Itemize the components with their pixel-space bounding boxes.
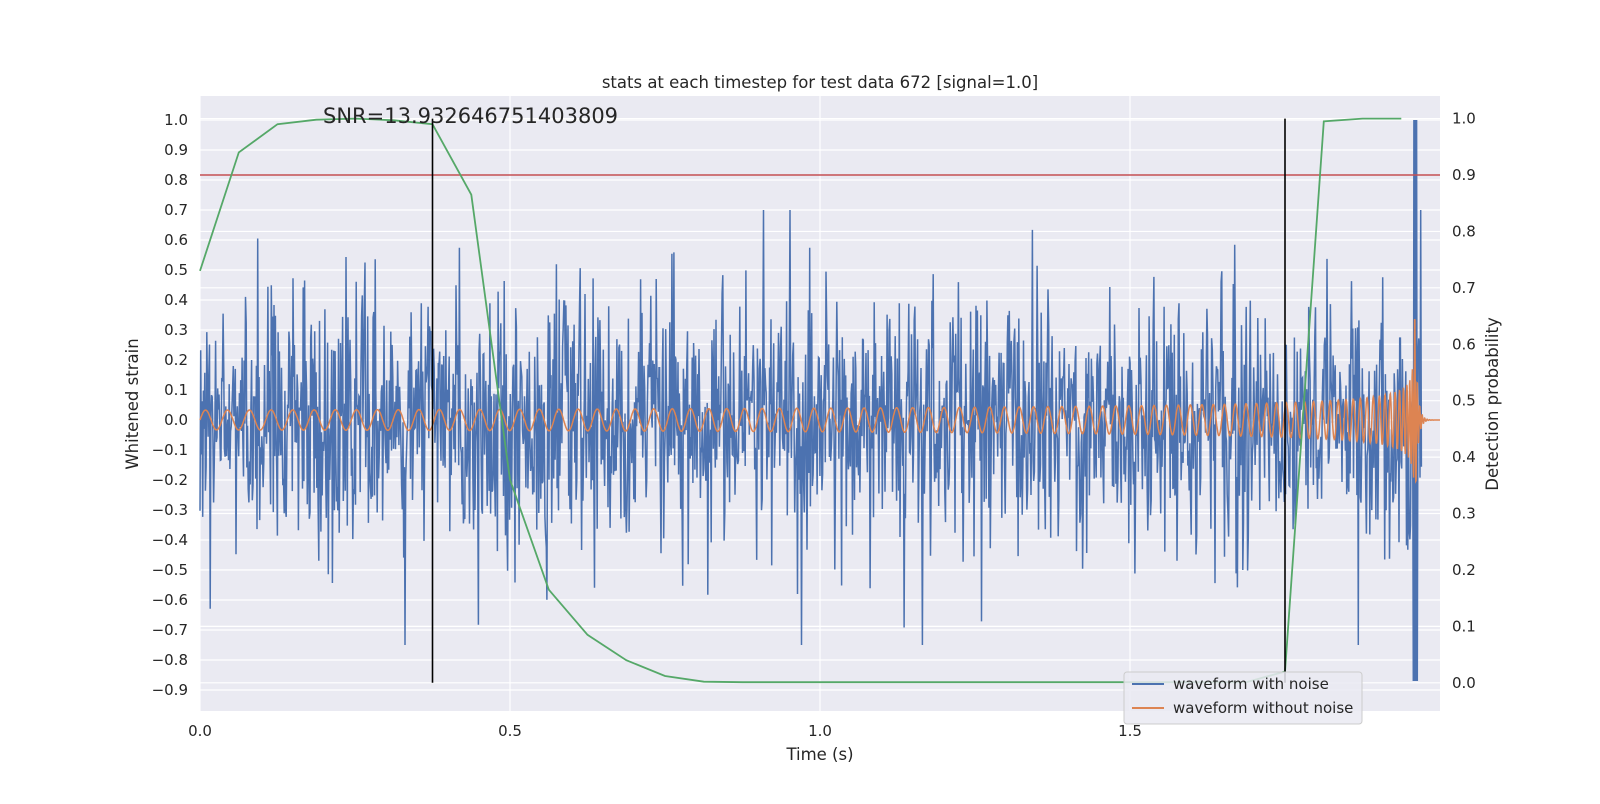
y-tick-label: 0.6 bbox=[164, 231, 188, 249]
y-tick-label: −0.6 bbox=[152, 591, 188, 609]
y-tick-label: −0.8 bbox=[152, 651, 188, 669]
y-tick-label: 0.7 bbox=[164, 201, 188, 219]
y-tick-label: 0.0 bbox=[164, 411, 188, 429]
x-tick-label: 1.5 bbox=[1118, 722, 1142, 740]
y-tick-label: 0.5 bbox=[164, 261, 188, 279]
chart-title: stats at each timestep for test data 672… bbox=[602, 73, 1038, 92]
legend-label-clean: waveform without noise bbox=[1173, 699, 1353, 717]
y-tick-label: 0.1 bbox=[164, 381, 188, 399]
legend-label-noisy: waveform with noise bbox=[1173, 675, 1329, 693]
y-tick-label-right: 0.6 bbox=[1452, 335, 1476, 353]
x-axis-label: Time (s) bbox=[785, 745, 853, 764]
series-waveform-without-noise bbox=[199, 318, 1440, 484]
y-tick-label: 1.0 bbox=[164, 111, 188, 129]
y-tick-label: 0.2 bbox=[164, 351, 188, 369]
y-tick-label: −0.2 bbox=[152, 471, 188, 489]
x-tick-label: 1.0 bbox=[808, 722, 832, 740]
y-tick-label: 0.3 bbox=[164, 321, 188, 339]
series-waveform-with-noise bbox=[199, 119, 1423, 682]
legend-box bbox=[1123, 671, 1363, 725]
y-tick-label-right: 0.1 bbox=[1452, 617, 1476, 635]
y-tick-label-right: 0.8 bbox=[1452, 222, 1476, 240]
y-tick-label: −0.3 bbox=[152, 501, 188, 519]
y-tick-label-right: 1.0 bbox=[1452, 110, 1476, 128]
y-tick-label-right: 0.2 bbox=[1452, 561, 1476, 579]
y-axis-label-right: Detection probability bbox=[1483, 317, 1502, 491]
y-tick-label: 0.9 bbox=[164, 141, 188, 159]
y-tick-label: 0.4 bbox=[164, 291, 188, 309]
y-tick-label: −0.5 bbox=[152, 561, 188, 579]
snr-annotation: SNR=13.932646751403809 bbox=[323, 104, 618, 128]
legend: waveform with noise waveform without noi… bbox=[1123, 671, 1363, 725]
y-tick-label-right: 0.3 bbox=[1452, 505, 1476, 523]
y-tick-label-right: 0.5 bbox=[1452, 392, 1476, 410]
y-tick-label-right: 0.7 bbox=[1452, 279, 1476, 297]
x-tick-label: 0.5 bbox=[498, 722, 522, 740]
y-tick-label: −0.9 bbox=[152, 681, 188, 699]
y-tick-label-right: 0.9 bbox=[1452, 166, 1476, 184]
y-tick-label: −0.1 bbox=[152, 441, 188, 459]
x-tick-label: 0.0 bbox=[188, 722, 212, 740]
y-tick-label: −0.7 bbox=[152, 621, 188, 639]
y-tick-label: 0.8 bbox=[164, 171, 188, 189]
y-tick-label-right: 0.0 bbox=[1452, 674, 1476, 692]
y-tick-label-right: 0.4 bbox=[1452, 448, 1476, 466]
tick-layer: 0.0 0.5 1.0 1.5 −0.9 −0.8 −0.7 −0.6 −0.5 −0.4 −0.3… bbox=[152, 110, 1476, 740]
y-tick-label: −0.4 bbox=[152, 531, 188, 549]
y-axis-label: Whitened strain bbox=[123, 338, 142, 469]
